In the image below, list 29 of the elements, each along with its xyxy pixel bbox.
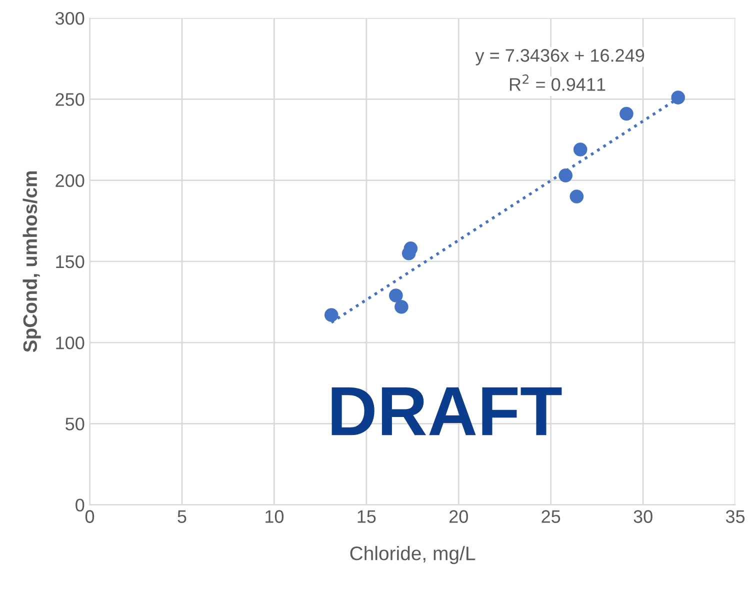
- y-tick-label: 150: [56, 255, 84, 268]
- y-tick-label: 100: [56, 336, 84, 350]
- point: [671, 90, 686, 104]
- y-tick-label: 250: [56, 93, 84, 106]
- x-tick-label: 30: [634, 510, 652, 523]
- annotation: R$^{2}$ = 0.9411: [510, 74, 606, 91]
- x-tick-label: 15: [358, 510, 376, 523]
- x-tick-label: 10: [266, 510, 284, 523]
- x-tick-label: 0: [85, 510, 94, 523]
- x-tick-label: 25: [542, 510, 560, 523]
- point: [324, 308, 338, 322]
- point: [404, 242, 418, 256]
- annotation: y = 7.3436x + 16.249: [475, 49, 644, 66]
- y-axis-title: SpCond, umhos/cm: [22, 171, 41, 352]
- x-tick-label: 35: [726, 510, 745, 523]
- point: [389, 288, 403, 302]
- point: [570, 190, 584, 204]
- point: [573, 142, 588, 156]
- y-tick-label: 300: [55, 12, 84, 25]
- y-tick-label: 50: [66, 418, 84, 430]
- x-axis-title: Chloride, mg/L: [350, 546, 476, 564]
- x-tick-label: 5: [178, 510, 186, 523]
- point: [558, 168, 573, 182]
- y-tick-label: 200: [56, 174, 84, 188]
- point: [620, 106, 634, 121]
- point: [394, 300, 408, 314]
- annotation: DRAFT: [332, 387, 562, 436]
- x-tick-label: 20: [450, 510, 468, 523]
- y-tick-label: 0: [76, 498, 84, 512]
